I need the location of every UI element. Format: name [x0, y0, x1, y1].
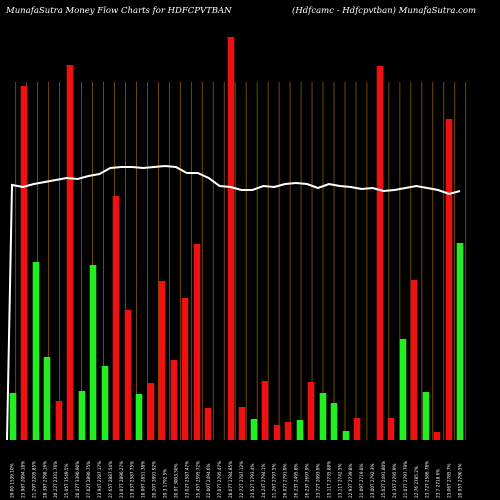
bar: [170, 360, 178, 440]
x-tick-label: 20.9T 3003.50%: [173, 463, 178, 498]
bar: [330, 403, 338, 440]
bar: [193, 244, 201, 440]
x-tick-label: 21.09T 2719.8%: [359, 463, 364, 498]
x-tick-label: 23.52T 1793.4%: [250, 463, 255, 498]
x-tick-label: 23.00T 2792.3%: [370, 463, 375, 498]
x-tick-label: 23.98T 2094.18%: [20, 461, 25, 498]
x-tick-label: 26.23T 2495.8%: [294, 463, 299, 498]
bar: [456, 243, 464, 440]
x-tick-label: 21.26T 2797.5%: [272, 463, 277, 498]
x-tick-label: 25.05T 3549.5%: [64, 463, 69, 498]
chart-title: MunafaSutra Money Flow Charts for HDFCPV…: [6, 6, 232, 16]
bar: [55, 401, 63, 440]
x-tick-label: 20.3 1792.5%: [162, 469, 167, 498]
x-tick-label: 23.83T 2587.75%: [130, 461, 135, 498]
bar: [307, 382, 315, 440]
x-tick-label: 20.47T 3390.90%: [75, 461, 80, 498]
x-tick-label: 26.23T 2697.9%: [305, 463, 310, 498]
x-tick-label: 23.72T 2586.78%: [425, 461, 430, 498]
x-tick-label: 23.94T 2787.17%: [97, 461, 102, 498]
x-tick-label: 22.76 2785.2%: [414, 466, 419, 498]
x-tick-label: 27.65T 2887.54%: [108, 461, 113, 498]
bar: [238, 407, 246, 440]
x-tick-label: 22.93T 2739.8%: [348, 463, 353, 498]
money-flow-line: [6, 164, 461, 441]
bar: [250, 419, 258, 440]
x-tick-label: 25.45T 2595.72%: [195, 461, 200, 498]
bar: [319, 393, 327, 440]
bar: [410, 280, 418, 440]
bar: [43, 357, 51, 440]
bar: [9, 393, 17, 440]
x-tick-label: 20.22T 2331.76%: [53, 461, 58, 498]
bar: [296, 420, 304, 440]
x-tick-label: 26.02T 2791.9%: [283, 463, 288, 498]
x-tick-label: 22.00T 2494.6%: [206, 463, 211, 498]
bar: [353, 418, 361, 440]
bar: [158, 281, 166, 440]
bar: [112, 196, 120, 440]
bar: [273, 425, 281, 440]
x-tick-label: 23.7 2718.6%: [436, 469, 441, 498]
x-tick-label: 27.02T 2890.75%: [86, 461, 91, 498]
x-tick-label: 25.11T 2735.88%: [326, 461, 331, 498]
x-tick-label: 21.07T 2797.79%: [403, 461, 408, 498]
bar: [387, 418, 395, 440]
x-tick-label: 21.29T 2205.85%: [31, 461, 36, 498]
bar: [445, 119, 453, 440]
chart-subtitle: (Hdfcamc - Hdfcpvtban) MunafaSutra.com: [292, 6, 477, 16]
bar: [376, 66, 384, 440]
x-tick-label: 23.02T 2587.47%: [184, 461, 189, 498]
bar: [204, 408, 212, 440]
bar: [124, 310, 132, 440]
bar: [284, 422, 292, 440]
bar: [66, 65, 74, 440]
x-tick-label: 24.35T 2795.9%: [392, 463, 397, 498]
bar: [101, 366, 109, 440]
bar: [20, 86, 28, 440]
bar: [78, 391, 86, 440]
x-tick-label: 23.07T 2890.27%: [119, 461, 124, 498]
x-tick-label: 22.72T 2787.12%: [239, 461, 244, 498]
x-tick-label: 28.07T 2784.85%: [228, 461, 233, 498]
bar: [135, 394, 143, 440]
bar: [342, 431, 350, 440]
x-tick-label: 24.24T 2794.1%: [261, 463, 266, 498]
bar: [422, 392, 430, 440]
x-tick-label: 20.95T 2790.5%: [458, 463, 463, 498]
bar: [399, 339, 407, 440]
bar: [181, 298, 189, 440]
x-tick-label: 23.72T 2093.9%: [315, 463, 320, 498]
x-tick-label: 23.06T 2785.7%: [447, 463, 452, 498]
x-tick-label: 29.00 1539.10%: [10, 463, 15, 498]
bar: [261, 381, 269, 440]
x-tick-label: 18.06T 2851.38%: [141, 461, 146, 498]
bar: [433, 432, 441, 440]
bar: [147, 383, 155, 440]
x-tick-label: 23.11T 2742.5%: [337, 463, 342, 498]
bar: [227, 37, 235, 440]
bar: [89, 265, 97, 440]
x-tick-label: 27.07T 2795.47%: [217, 461, 222, 498]
x-tick-label: 20.20T 2891.92%: [152, 461, 157, 498]
x-tick-label: 25.02T 2491.80%: [381, 461, 386, 498]
bar: [32, 262, 40, 440]
x-tick-label: 28.38T 2798.16%: [42, 461, 47, 498]
